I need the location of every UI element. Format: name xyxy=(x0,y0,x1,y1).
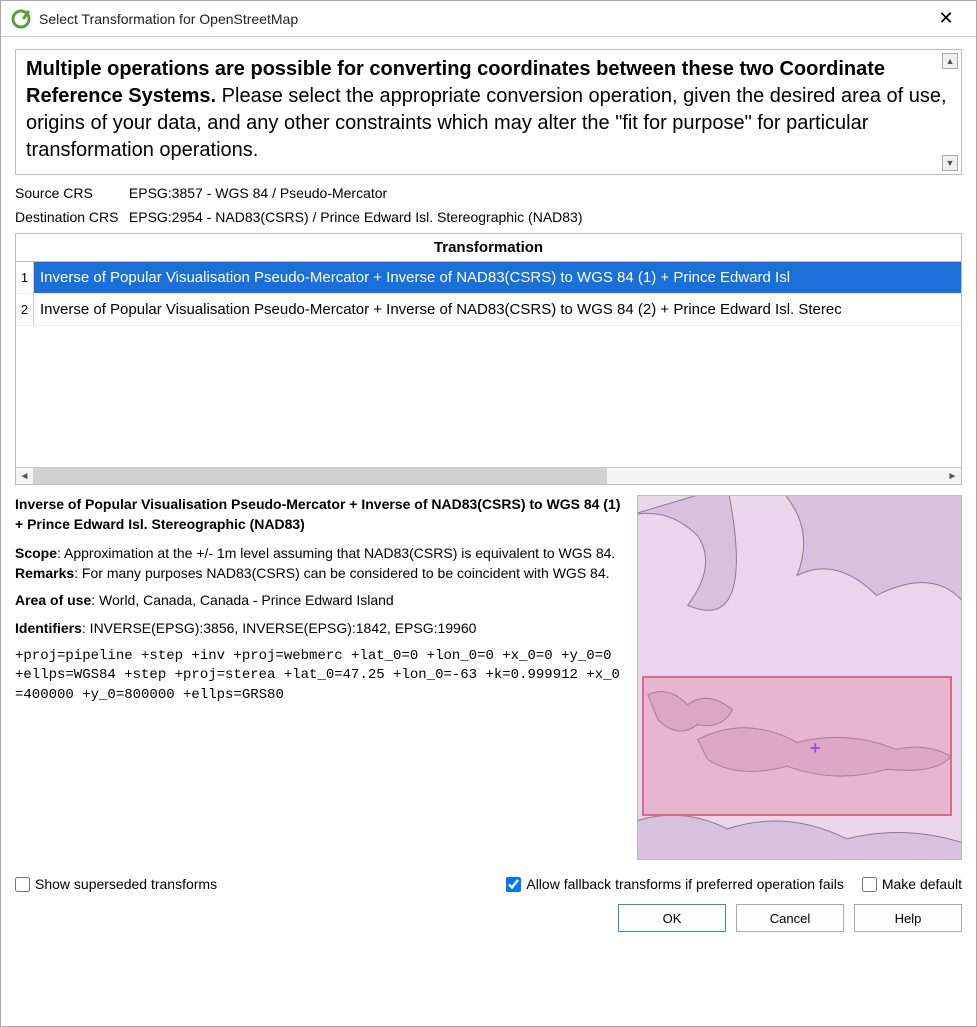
scroll-left-icon[interactable]: ◄ xyxy=(16,468,33,485)
make-default-input[interactable] xyxy=(862,877,877,892)
table-row[interactable]: 1Inverse of Popular Visualisation Pseudo… xyxy=(16,262,961,294)
table-body: 1Inverse of Popular Visualisation Pseudo… xyxy=(16,262,961,467)
titlebar: Select Transformation for OpenStreetMap … xyxy=(1,1,976,37)
source-crs-row: Source CRS EPSG:3857 - WGS 84 / Pseudo-M… xyxy=(15,185,962,201)
transformation-table: Transformation 1Inverse of Popular Visua… xyxy=(15,233,962,485)
cancel-button[interactable]: Cancel xyxy=(736,904,844,932)
remarks-label: Remarks xyxy=(15,565,74,581)
detail-title: Inverse of Popular Visualisation Pseudo-… xyxy=(15,495,625,534)
make-default-label: Make default xyxy=(882,876,962,892)
scroll-up-icon[interactable]: ▲ xyxy=(942,53,958,69)
remarks-text: : For many purposes NAD83(CSRS) can be c… xyxy=(74,565,609,581)
scroll-thumb[interactable] xyxy=(33,468,607,484)
help-button[interactable]: Help xyxy=(854,904,962,932)
transformation-details: Inverse of Popular Visualisation Pseudo-… xyxy=(15,495,625,860)
row-index: 1 xyxy=(16,262,34,293)
row-text: Inverse of Popular Visualisation Pseudo-… xyxy=(34,262,961,293)
scope-label: Scope xyxy=(15,545,57,561)
dest-crs-label: Destination CRS xyxy=(15,209,125,225)
row-text: Inverse of Popular Visualisation Pseudo-… xyxy=(34,294,961,325)
ok-button[interactable]: OK xyxy=(618,904,726,932)
scroll-right-icon[interactable]: ► xyxy=(944,468,961,485)
msg-scrollbar[interactable]: ▲ ▼ xyxy=(942,53,958,171)
proj-string: +proj=pipeline +step +inv +proj=webmerc … xyxy=(15,647,625,706)
dest-crs-value: EPSG:2954 - NAD83(CSRS) / Prince Edward … xyxy=(129,209,583,225)
show-superseded-label: Show superseded transforms xyxy=(35,876,217,892)
allow-fallback-checkbox[interactable]: Allow fallback transforms if preferred o… xyxy=(506,876,843,892)
map-preview: + xyxy=(637,495,962,860)
map-center-icon: + xyxy=(810,738,821,759)
ident-text: : INVERSE(EPSG):3856, INVERSE(EPSG):1842… xyxy=(82,620,477,636)
show-superseded-checkbox[interactable]: Show superseded transforms xyxy=(15,876,217,892)
allow-fallback-input[interactable] xyxy=(506,877,521,892)
row-index: 2 xyxy=(16,294,34,325)
source-crs-value: EPSG:3857 - WGS 84 / Pseudo-Mercator xyxy=(129,185,387,201)
map-extent-box xyxy=(642,676,952,816)
area-text: : World, Canada, Canada - Prince Edward … xyxy=(91,592,393,608)
scroll-down-icon[interactable]: ▼ xyxy=(942,155,958,171)
window-title: Select Transformation for OpenStreetMap xyxy=(39,11,298,27)
instruction-box: Multiple operations are possible for con… xyxy=(15,49,962,175)
scroll-track[interactable] xyxy=(33,468,944,484)
app-logo-icon xyxy=(11,9,31,29)
table-row[interactable]: 2Inverse of Popular Visualisation Pseudo… xyxy=(16,294,961,326)
show-superseded-input[interactable] xyxy=(15,877,30,892)
dest-crs-row: Destination CRS EPSG:2954 - NAD83(CSRS) … xyxy=(15,209,962,225)
close-icon[interactable]: ✕ xyxy=(926,8,966,29)
scope-text: : Approximation at the +/- 1m level assu… xyxy=(57,545,615,561)
area-label: Area of use xyxy=(15,592,91,608)
table-hscroll[interactable]: ◄ ► xyxy=(16,467,961,484)
source-crs-label: Source CRS xyxy=(15,185,125,201)
ident-label: Identifiers xyxy=(15,620,82,636)
make-default-checkbox[interactable]: Make default xyxy=(862,876,962,892)
allow-fallback-label: Allow fallback transforms if preferred o… xyxy=(526,876,843,892)
table-header: Transformation xyxy=(16,234,961,262)
